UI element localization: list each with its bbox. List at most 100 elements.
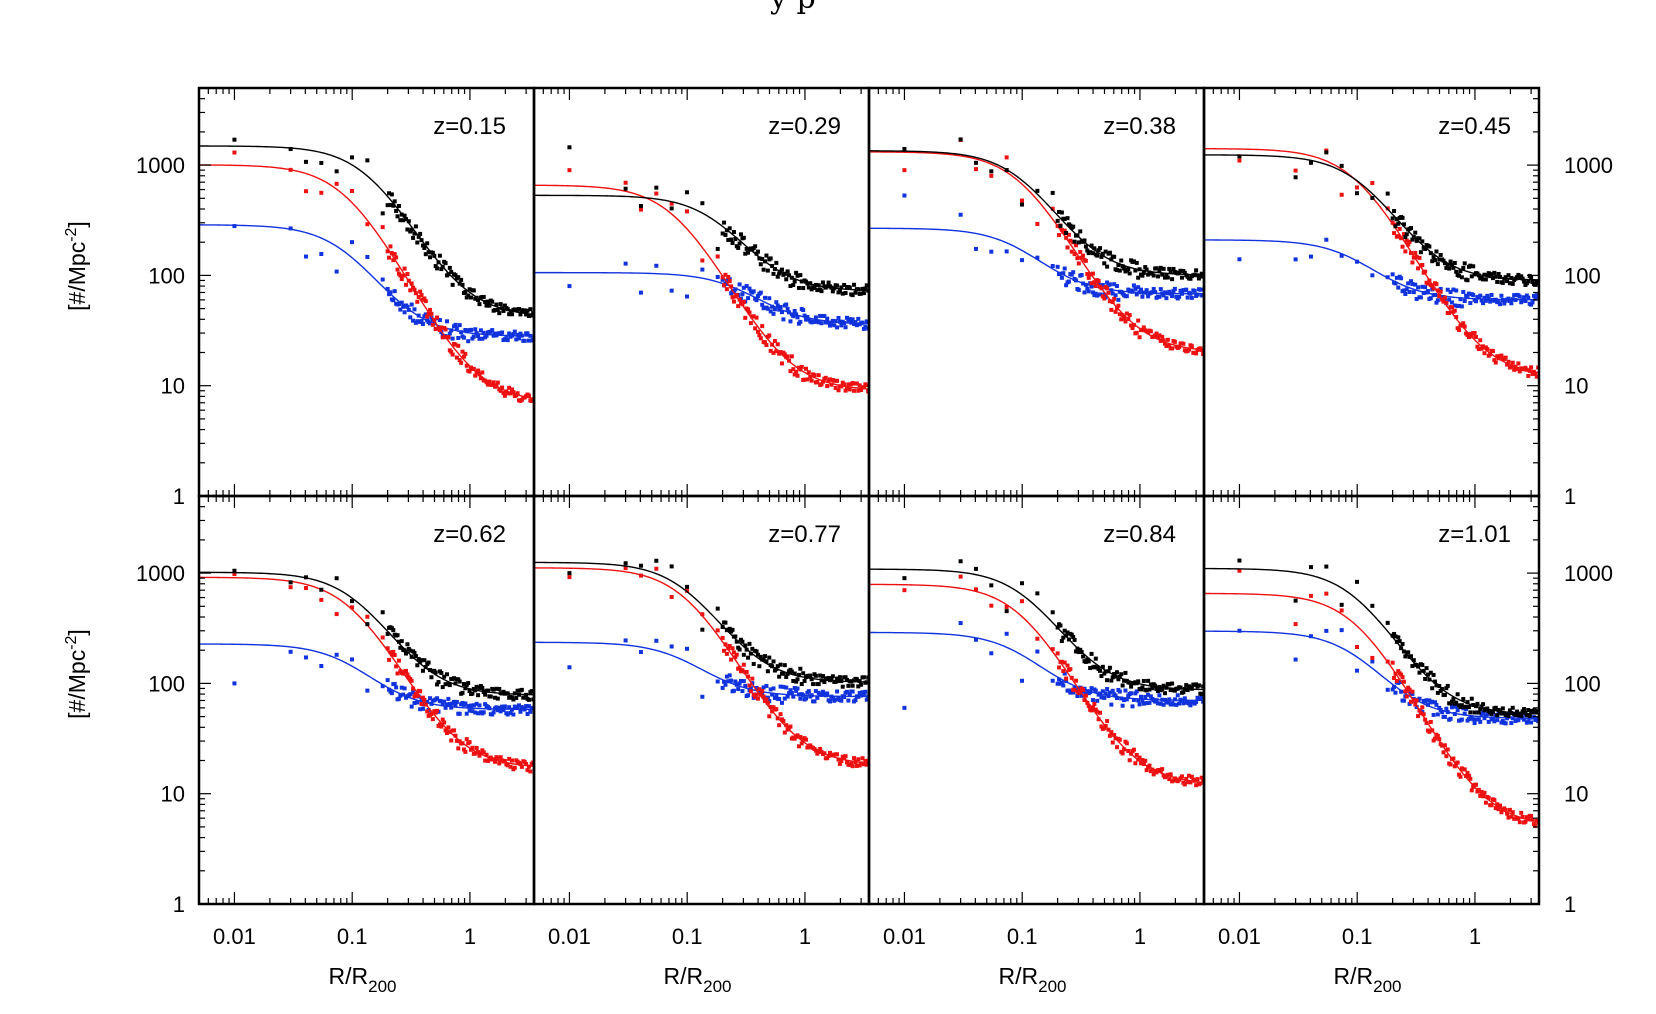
black-data-point <box>487 303 492 308</box>
red-data-point <box>1114 745 1119 750</box>
black-data-point <box>395 633 400 638</box>
red-data-point <box>785 354 790 359</box>
red-data-point <box>1506 359 1511 364</box>
red-data-point <box>1172 339 1177 344</box>
black-data-point <box>843 675 848 680</box>
red-data-point <box>484 380 489 385</box>
blue-data-point <box>385 286 390 291</box>
red-data-point <box>411 686 416 691</box>
red-data-point <box>463 749 468 754</box>
blue-data-point <box>1086 289 1091 294</box>
black-data-point <box>1199 271 1204 276</box>
black-data-point <box>774 260 779 265</box>
blue-data-point <box>1237 257 1242 262</box>
red-data-point <box>1474 334 1478 339</box>
blue-data-point <box>444 319 449 324</box>
y-tick-label-right: 1000 <box>1564 153 1613 178</box>
y-tick-label-right: 10 <box>1564 374 1588 399</box>
red-data-point <box>1478 338 1483 343</box>
blue-data-point <box>1462 299 1467 304</box>
red-data-point <box>748 321 753 326</box>
black-data-point <box>861 675 866 680</box>
black-data-point <box>1420 239 1425 244</box>
red-data-point <box>1113 309 1118 314</box>
blue-data-point <box>1509 721 1514 726</box>
black-data-point <box>1468 263 1473 268</box>
blue-data-point <box>723 682 728 687</box>
blue-data-point <box>1442 714 1447 719</box>
red-data-point <box>1392 231 1397 236</box>
red-data-point <box>1093 283 1098 288</box>
blue-data-point <box>863 324 868 329</box>
blue-data-point <box>1417 696 1422 701</box>
red-data-point <box>1530 817 1535 822</box>
black-data-point <box>852 282 857 287</box>
black-data-point <box>763 654 768 659</box>
x-axis-title: R/R200 <box>329 963 397 996</box>
red-data-point <box>760 689 765 694</box>
blue-data-point <box>853 698 858 703</box>
blue-data-point <box>1421 291 1426 296</box>
blue-data-point <box>1099 695 1104 700</box>
red-data-point <box>1083 258 1088 263</box>
blue-data-point <box>770 304 775 309</box>
black-data-point <box>483 692 488 697</box>
blue-data-point <box>423 312 428 317</box>
black-data-point <box>1127 271 1132 276</box>
red-data-point <box>232 572 237 577</box>
red-data-point <box>746 307 751 312</box>
blue-data-point <box>1170 294 1175 299</box>
x-tick-label: 1 <box>464 924 476 949</box>
red-data-point <box>454 355 459 360</box>
red-data-point <box>796 744 801 749</box>
blue-data-point <box>729 678 734 683</box>
red-data-point <box>456 343 461 348</box>
red-data-point <box>808 374 813 379</box>
y-tick-label-left: 1000 <box>136 561 185 586</box>
red-data-point <box>850 764 855 769</box>
black-data-point <box>758 654 763 659</box>
black-data-point <box>411 235 416 240</box>
red-data-point <box>505 763 510 768</box>
black-data-point <box>751 661 756 666</box>
blue-data-point <box>484 333 489 338</box>
blue-data-point <box>491 333 496 338</box>
red-data-point <box>1157 333 1162 338</box>
blue-data-point <box>770 692 775 697</box>
blue-data-point <box>1440 710 1445 715</box>
red-data-point <box>418 289 423 294</box>
blue-data-point <box>1370 273 1375 278</box>
red-data-point <box>973 587 978 592</box>
blue-data-point <box>741 679 746 684</box>
blue-data-point <box>1199 293 1204 298</box>
red-data-point <box>476 368 481 373</box>
blue-data-point <box>1522 717 1527 722</box>
black-data-point <box>1396 221 1401 226</box>
blue-data-point <box>456 335 461 340</box>
black-data-point <box>494 302 499 307</box>
red-data-point <box>805 377 810 382</box>
black-data-point <box>1448 259 1453 264</box>
blue-data-point <box>1406 281 1411 286</box>
red-data-point <box>1462 324 1467 329</box>
red-data-point <box>727 279 732 284</box>
red-data-point <box>820 379 825 384</box>
black-data-point <box>777 271 782 276</box>
blue-data-point <box>825 316 830 321</box>
black-data-point <box>1106 669 1111 674</box>
red-data-point <box>518 762 523 767</box>
red-data-point <box>1401 232 1406 237</box>
red-data-point <box>755 329 760 334</box>
blue-data-point <box>1093 688 1098 693</box>
panels-layer: z=0.15 z=0.29 z=0.38 z=0.45z=0.62 z=0.77 z=0.… <box>199 113 1539 829</box>
red-data-point <box>511 390 516 395</box>
black-data-point <box>1059 210 1064 215</box>
red-data-point <box>1194 351 1199 356</box>
black-data-point <box>734 639 739 644</box>
blue-data-point <box>1061 683 1066 688</box>
red-data-point <box>478 376 483 381</box>
black-data-point <box>446 272 451 277</box>
blue-data-point <box>1130 704 1135 709</box>
blue-data-point <box>788 319 793 324</box>
black-fit-curve <box>534 561 869 683</box>
